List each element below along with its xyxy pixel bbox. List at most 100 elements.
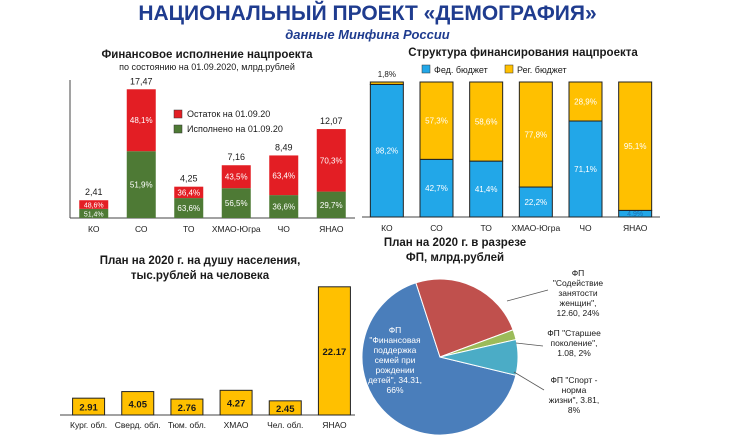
structure-x-tick: ХМАО-Югра: [511, 223, 560, 233]
structure-label-fed: 41,4%: [475, 185, 498, 194]
pie-leader-elderly: [515, 342, 544, 347]
execution-x-tick: СО: [135, 224, 148, 234]
percapita-x-tick: Чел. обл.: [267, 420, 303, 430]
pie-label-elderly: 1.08, 2%: [557, 348, 591, 358]
structure-legend-swatch: [504, 64, 514, 74]
percapita-bar: [268, 400, 302, 416]
execution-bar-done: [316, 191, 346, 218]
structure-bar-fed: [469, 160, 504, 218]
page-subtitle: данные Минфина России: [285, 27, 450, 42]
percapita-value-label: 2.76: [178, 403, 197, 414]
pie-label-sport: ФП "Спорт -: [550, 375, 597, 385]
pie-label-sport: жизни", 3.81,: [549, 395, 599, 405]
percapita-value-label: 4.05: [129, 399, 148, 410]
execution-bar-rest: [79, 200, 109, 209]
execution-label-rest: 48,1%: [130, 116, 153, 125]
execution-label-rest: 43,5%: [225, 173, 248, 182]
structure-x-tick: КО: [381, 223, 393, 233]
structure-bar-fed: [518, 186, 553, 218]
pie-label-employment: занятости: [558, 288, 598, 298]
pie-chart-title: План на 2020 г. в разрезе: [384, 237, 526, 249]
execution-label-done: 36,6%: [272, 203, 295, 212]
structure-label-fed: 4,9%: [627, 211, 643, 218]
structure-legend-label: Рег. бюджет: [517, 65, 567, 75]
percapita-x-tick: Тюм. обл.: [168, 420, 206, 430]
pie-label-families: рождении: [376, 365, 415, 375]
execution-total-label: 7,16: [227, 152, 245, 162]
page-title: НАЦИОНАЛЬНЫЙ ПРОЕКТ «ДЕМОГРАФИЯ»: [138, 2, 597, 25]
pie-label-families: поддержка: [374, 345, 417, 355]
execution-bar-rest: [126, 89, 156, 152]
percapita-chart-title: тыс.рублей на человека: [131, 270, 270, 282]
structure-bar-fed: [369, 83, 404, 218]
percapita-x-tick: Кург. обл.: [70, 420, 107, 430]
pie-leader-employment: [506, 289, 549, 302]
execution-total-label: 8,49: [275, 142, 293, 152]
structure-bar-reg: [469, 81, 504, 162]
execution-label-rest: 36,4%: [177, 188, 200, 197]
execution-chart-title: Финансовое исполнение нацпроекта: [101, 49, 313, 61]
execution-label-rest: 70,3%: [320, 156, 343, 165]
execution-bar-done: [269, 195, 299, 218]
execution-bar-rest: [269, 155, 299, 196]
pie-label-sport: норма: [562, 385, 587, 395]
structure-bar-fed: [568, 120, 603, 218]
execution-legend-swatch: [173, 124, 183, 134]
structure-label-reg: 1,8%: [378, 70, 396, 79]
pie-chart-title: ФП, млрд.рублей: [406, 252, 504, 264]
structure-label-reg: 58,6%: [475, 118, 498, 127]
percapita-chart-title: План на 2020 г. на душу населения,: [100, 255, 301, 267]
execution-bar-done: [174, 198, 204, 218]
percapita-value-label: 2.45: [276, 404, 295, 415]
execution-bar-rest: [174, 186, 204, 199]
execution-total-label: 12,07: [320, 116, 343, 126]
structure-label-reg: 57,3%: [425, 117, 448, 126]
pie-label-elderly: ФП "Старшее: [547, 328, 601, 338]
pie-label-employment: 12.60, 24%: [556, 308, 599, 318]
pie-slice: [415, 278, 514, 358]
execution-label-rest: 48,6%: [84, 203, 104, 210]
pie-label-elderly: поколение",: [551, 338, 598, 348]
execution-label-done: 63,6%: [177, 204, 200, 213]
pie-label-families: 66%: [386, 385, 403, 395]
structure-x-tick: СО: [430, 223, 443, 233]
percapita-bar: [317, 286, 351, 416]
structure-bar-reg: [419, 81, 454, 160]
execution-bar-rest: [221, 165, 251, 189]
execution-legend-label: Остаток на 01.09.20: [187, 109, 270, 119]
execution-label-done: 56,5%: [225, 199, 248, 208]
percapita-bar: [72, 397, 106, 416]
structure-bar-reg: [518, 81, 553, 188]
structure-legend-swatch: [421, 64, 431, 74]
pie-label-employment: ФП: [572, 268, 585, 278]
percapita-bar: [121, 391, 155, 416]
pie-leader-sport: [513, 371, 545, 391]
structure-bar-reg: [618, 81, 653, 211]
percapita-value-label: 22.17: [323, 347, 347, 358]
structure-label-reg: 77,8%: [524, 131, 547, 140]
pie-slice: [361, 282, 517, 436]
pie-label-families: ФП: [389, 325, 402, 335]
execution-x-tick: ХМАО-Югра: [212, 224, 261, 234]
structure-label-fed: 98,2%: [375, 147, 398, 156]
pie-label-sport: 8%: [568, 405, 581, 415]
execution-legend-label: Исполнено на 01.09.20: [187, 124, 283, 134]
execution-x-tick: КО: [88, 224, 100, 234]
execution-total-label: 4,25: [180, 174, 198, 184]
execution-x-tick: ЯНАО: [319, 224, 344, 234]
execution-bar-done: [221, 188, 251, 218]
execution-total-label: 2,41: [85, 187, 103, 197]
percapita-x-tick: Сверд. обл.: [115, 420, 161, 430]
pie-label-families: семей при: [375, 355, 416, 365]
structure-chart-title: Структура финансирования нацпроекта: [408, 47, 638, 59]
execution-label-rest: 63,4%: [272, 171, 295, 180]
execution-bar-done: [79, 208, 109, 218]
pie-label-employment: "Содействие: [553, 278, 604, 288]
structure-label-fed: 22,2%: [524, 198, 547, 207]
structure-label-fed: 71,1%: [574, 165, 597, 174]
percapita-bar: [170, 398, 204, 416]
execution-bar-done: [126, 151, 156, 218]
structure-legend-label: Фед. бюджет: [434, 65, 488, 75]
execution-label-done: 29,7%: [320, 201, 343, 210]
pie-label-employment: женщин",: [560, 298, 597, 308]
